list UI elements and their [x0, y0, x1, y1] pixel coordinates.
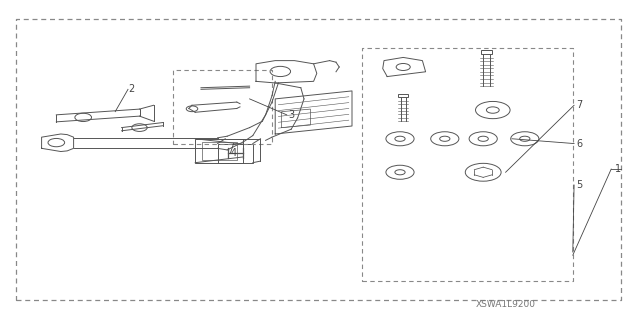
Bar [202, 142, 237, 160]
Text: 4: 4 [230, 148, 237, 158]
Text: 5: 5 [576, 180, 582, 190]
Text: 1: 1 [614, 164, 621, 174]
Bar [398, 94, 408, 97]
Bar [481, 50, 492, 54]
Text: 6: 6 [576, 138, 582, 149]
Text: 2: 2 [128, 84, 134, 94]
Text: XSWA1L9200: XSWA1L9200 [476, 300, 536, 309]
Text: 3: 3 [288, 110, 294, 120]
Text: 7: 7 [576, 100, 582, 110]
Bar [218, 144, 253, 163]
Bar [195, 139, 243, 163]
